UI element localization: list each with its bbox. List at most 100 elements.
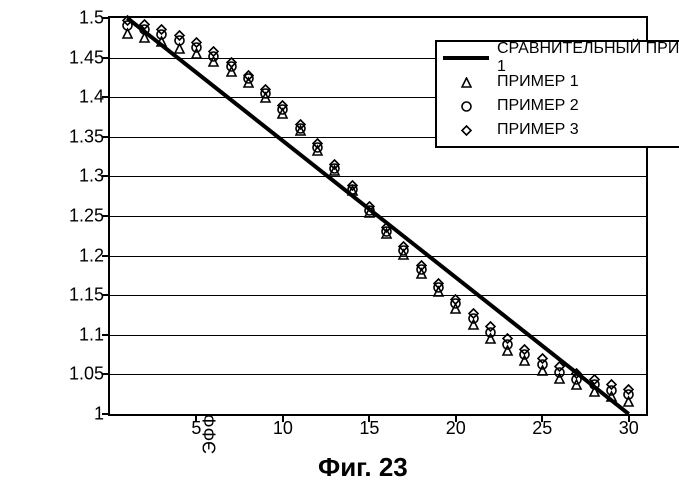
gridline <box>110 176 646 177</box>
data-marker <box>519 344 530 355</box>
data-marker <box>433 282 444 293</box>
line-icon <box>443 56 489 60</box>
data-marker <box>502 339 513 350</box>
legend-swatch <box>443 120 489 140</box>
circle-icon <box>461 101 472 112</box>
data-marker <box>589 379 600 390</box>
x-tick-label: 10 <box>273 414 293 439</box>
data-marker <box>295 125 306 136</box>
gridline <box>110 374 646 375</box>
data-marker <box>416 260 427 271</box>
data-marker <box>519 349 530 360</box>
data-marker <box>312 138 323 149</box>
data-marker <box>468 319 479 330</box>
data-marker <box>347 184 358 195</box>
y-tick-label: 1.35 <box>69 126 110 147</box>
legend-label: ПРИМЕР 1 <box>497 73 579 91</box>
legend-item: СРАВНИТЕЛЬНЫЙ ПРИМЕР 1 <box>443 46 679 70</box>
data-marker <box>623 389 634 400</box>
legend-item: ПРИМЕР 3 <box>443 118 679 142</box>
x-tick-label: 25 <box>532 414 552 439</box>
data-marker <box>537 359 548 370</box>
data-marker <box>191 42 202 53</box>
data-marker <box>208 46 219 57</box>
data-marker <box>347 185 358 196</box>
data-marker <box>519 355 530 366</box>
legend-label: СРАВНИТЕЛЬНЫЙ ПРИМЕР 1 <box>497 40 679 76</box>
data-marker <box>606 379 617 390</box>
y-tick-label: 1.4 <box>79 87 110 108</box>
data-marker <box>329 163 340 174</box>
data-marker <box>554 367 565 378</box>
data-marker <box>554 361 565 372</box>
data-marker <box>381 222 392 233</box>
triangle-icon <box>461 77 472 88</box>
data-marker <box>174 35 185 46</box>
data-marker <box>485 327 496 338</box>
legend-swatch <box>443 96 489 116</box>
data-marker <box>623 396 634 407</box>
data-marker <box>537 353 548 364</box>
y-tick-label: 1.2 <box>79 245 110 266</box>
y-tick-label: 1.3 <box>79 166 110 187</box>
data-marker <box>416 264 427 275</box>
diamond-icon <box>461 125 472 136</box>
data-marker <box>571 379 582 390</box>
gridline <box>110 335 646 336</box>
gridline <box>110 295 646 296</box>
data-marker <box>174 43 185 54</box>
data-marker <box>606 385 617 396</box>
data-marker <box>416 268 427 279</box>
figure-caption: Фиг. 23 <box>318 452 408 483</box>
plot-area: 11.051.11.151.21.251.31.351.41.451.55101… <box>108 16 648 416</box>
data-marker <box>312 145 323 156</box>
data-marker <box>295 123 306 134</box>
x-tick-label: 15 <box>359 414 379 439</box>
data-marker <box>174 30 185 41</box>
data-marker <box>243 70 254 81</box>
data-marker <box>468 313 479 324</box>
y-tick-label: 1.1 <box>79 324 110 345</box>
data-marker <box>139 32 150 43</box>
data-marker <box>312 142 323 153</box>
data-marker <box>589 386 600 397</box>
data-marker <box>433 278 444 289</box>
data-marker <box>277 104 288 115</box>
data-marker <box>243 77 254 88</box>
data-marker <box>208 51 219 62</box>
data-marker <box>277 108 288 119</box>
data-marker <box>260 84 271 95</box>
data-marker <box>295 119 306 130</box>
data-marker <box>139 24 150 35</box>
legend-swatch <box>443 72 489 92</box>
data-marker <box>485 321 496 332</box>
legend-label: ПРИМЕР 2 <box>497 97 579 115</box>
data-marker <box>156 24 167 35</box>
legend-label: ПРИМЕР 3 <box>497 121 579 139</box>
y-tick-label: 1.15 <box>69 285 110 306</box>
gridline <box>110 216 646 217</box>
data-marker <box>468 308 479 319</box>
x-tick-label: 5 <box>191 414 201 439</box>
data-marker <box>606 391 617 402</box>
y-tick-label: 1.5 <box>79 8 110 29</box>
data-marker <box>329 159 340 170</box>
data-marker <box>398 241 409 252</box>
y-tick-label: 1.25 <box>69 206 110 227</box>
gridline <box>110 256 646 257</box>
data-marker <box>381 226 392 237</box>
legend-item: ПРИМЕР 2 <box>443 94 679 118</box>
data-marker <box>122 20 133 31</box>
data-marker <box>450 303 461 314</box>
legend-swatch <box>443 48 489 68</box>
legend: СРАВНИТЕЛЬНЫЙ ПРИМЕР 1ПРИМЕР 1ПРИМЕР 2ПР… <box>435 40 679 148</box>
data-marker <box>450 298 461 309</box>
data-marker <box>122 28 133 39</box>
data-marker <box>156 29 167 40</box>
data-marker <box>398 249 409 260</box>
figure: ЭФФЕКТИВНЫЙ ПОКАЗАТЕЛЬ ПРЕЛОМЛЕНИЯ 11.05… <box>0 0 679 500</box>
x-tick-label: 20 <box>446 414 466 439</box>
data-marker <box>502 345 513 356</box>
data-marker <box>364 201 375 212</box>
x-tick-label: 30 <box>619 414 639 439</box>
